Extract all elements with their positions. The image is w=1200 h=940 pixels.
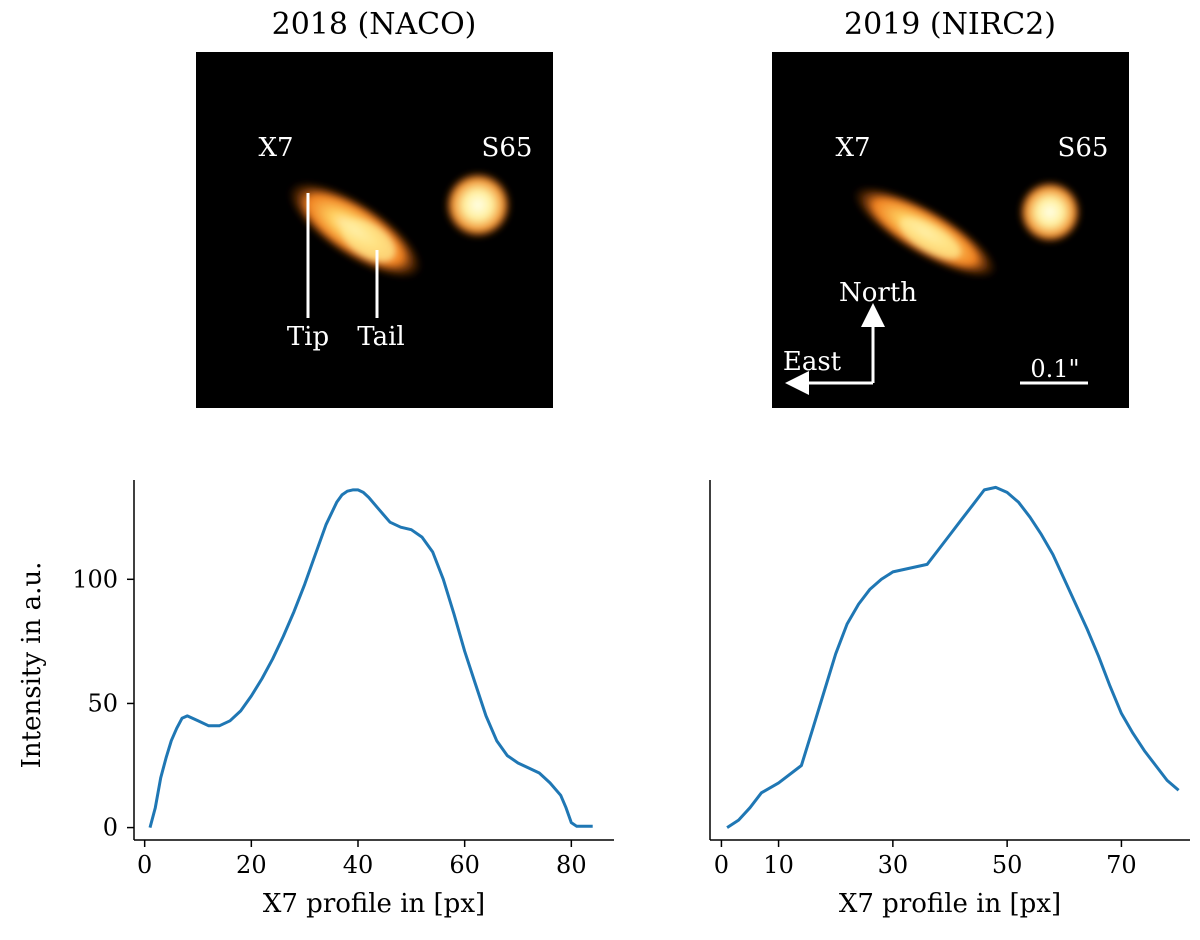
tip-label: Tip bbox=[287, 322, 329, 352]
profile-line bbox=[726, 485, 1180, 829]
y-tick-label: 50 bbox=[87, 689, 118, 717]
right-s65-label: S65 bbox=[1058, 133, 1109, 163]
right-x7-blob bbox=[852, 186, 998, 278]
profile-line bbox=[148, 488, 593, 828]
right-image-title: 2019 (NIRC2) bbox=[844, 7, 1056, 42]
x-tick-label: 40 bbox=[343, 851, 374, 879]
y-axis-label: Intensity in a.u. bbox=[17, 562, 47, 769]
x-axis-label: X7 profile in [px] bbox=[263, 889, 485, 919]
x-tick-label: 0 bbox=[714, 851, 729, 879]
east-label: East bbox=[783, 347, 842, 377]
x-axis-label: X7 profile in [px] bbox=[839, 889, 1061, 919]
x-tick-label: 20 bbox=[236, 851, 267, 879]
y-tick-label: 100 bbox=[72, 565, 118, 593]
x-tick-label: 60 bbox=[449, 851, 480, 879]
left-image-title: 2018 (NACO) bbox=[272, 7, 477, 42]
x-tick-label: 80 bbox=[556, 851, 587, 879]
right-s65-star bbox=[1018, 180, 1082, 244]
x-tick-label: 50 bbox=[992, 851, 1023, 879]
y-tick-label: 0 bbox=[103, 814, 118, 842]
right-profile-plot: 0 10 30 50 70 X7 profile in [px] bbox=[709, 480, 1190, 919]
left-x7-blob bbox=[287, 181, 423, 279]
left-s65-label: S65 bbox=[482, 133, 533, 163]
north-label: North bbox=[839, 278, 917, 308]
tail-label: Tail bbox=[357, 322, 404, 352]
scale-bar-label: 0.1" bbox=[1030, 355, 1079, 383]
left-profile-plot: 0 20 40 60 80 0 50 100 X7 profile in [px] Intensi… bbox=[17, 480, 614, 919]
x-tick-label: 0 bbox=[137, 851, 152, 879]
x-tick-label: 30 bbox=[878, 851, 909, 879]
x-tick-label: 70 bbox=[1106, 851, 1137, 879]
left-x7-label: X7 bbox=[258, 133, 293, 163]
right-x7-label: X7 bbox=[835, 133, 870, 163]
x-tick-label: 10 bbox=[763, 851, 794, 879]
left-s65-star bbox=[444, 171, 512, 239]
